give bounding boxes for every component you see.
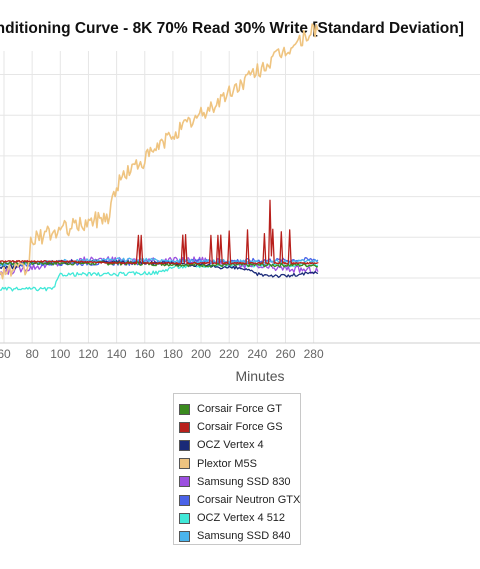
x-tick-label: 100: [50, 347, 70, 361]
x-tick-label: 260: [275, 347, 295, 361]
legend-swatch: [179, 530, 190, 542]
legend-label: Plextor M5S: [197, 457, 257, 470]
legend-swatch: [179, 439, 190, 451]
series-line-corsair-force-gt: [0, 260, 318, 268]
series-layer: [0, 23, 319, 292]
legend-item-ocz-vertex-4-512[interactable]: OCZ Vertex 4 512: [179, 509, 300, 527]
legend-swatch: [179, 494, 190, 506]
series-line-plextor-m5s: [0, 23, 319, 280]
legend-label: Samsung SSD 840: [197, 530, 291, 543]
legend-label: Samsung SSD 830: [197, 475, 291, 488]
legend-item-samsung-ssd-840[interactable]: Samsung SSD 840: [179, 527, 300, 545]
legend-label: Corsair Force GT: [197, 403, 282, 416]
grid: [0, 51, 480, 344]
legend-label: Corsair Neutron GTX: [197, 494, 301, 507]
x-tick-label: 180: [163, 347, 183, 361]
x-tick-label: 120: [78, 347, 98, 361]
chart: Conditioning Curve - 8K 70% Read 30% Wri…: [0, 20, 480, 384]
chart-title: Conditioning Curve - 8K 70% Read 30% Wri…: [0, 20, 464, 37]
x-tick-label: 140: [107, 347, 127, 361]
x-axis-label: Minutes: [235, 368, 284, 384]
series-line-ocz-vertex-4-512: [0, 262, 319, 292]
legend-item-corsair-force-gt[interactable]: Corsair Force GT: [179, 400, 300, 418]
x-tick-label: 200: [191, 347, 211, 361]
legend-item-plextor-m5s[interactable]: Plextor M5S: [179, 455, 300, 473]
x-tick-label: 220: [219, 347, 239, 361]
legend-swatch: [179, 403, 190, 415]
legend-item-corsair-force-gs[interactable]: Corsair Force GS: [179, 418, 300, 436]
legend: Corsair Force GT Corsair Force GS OCZ Ve…: [173, 393, 301, 545]
x-tick-label: 160: [135, 347, 155, 361]
series-line-corsair-force-gs: [0, 199, 319, 265]
legend-swatch: [179, 421, 190, 433]
legend-label: Corsair Force GS: [197, 421, 283, 434]
x-axis-ticks: 60 80 100 120 140 160 180 200 220 240 260 280: [0, 347, 324, 361]
x-tick-label: 240: [247, 347, 267, 361]
x-tick-label: 80: [25, 347, 39, 361]
legend-label: OCZ Vertex 4 512: [197, 512, 286, 525]
legend-label: OCZ Vertex 4: [197, 439, 264, 452]
x-tick-label: 60: [0, 347, 11, 361]
legend-swatch: [179, 512, 190, 524]
legend-item-corsair-neutron-gtx[interactable]: Corsair Neutron GTX: [179, 491, 300, 509]
x-tick-label: 280: [304, 347, 324, 361]
legend-item-ocz-vertex-4[interactable]: OCZ Vertex 4: [179, 436, 300, 454]
legend-swatch: [179, 458, 190, 470]
legend-item-samsung-ssd-830[interactable]: Samsung SSD 830: [179, 473, 300, 491]
legend-swatch: [179, 476, 190, 488]
